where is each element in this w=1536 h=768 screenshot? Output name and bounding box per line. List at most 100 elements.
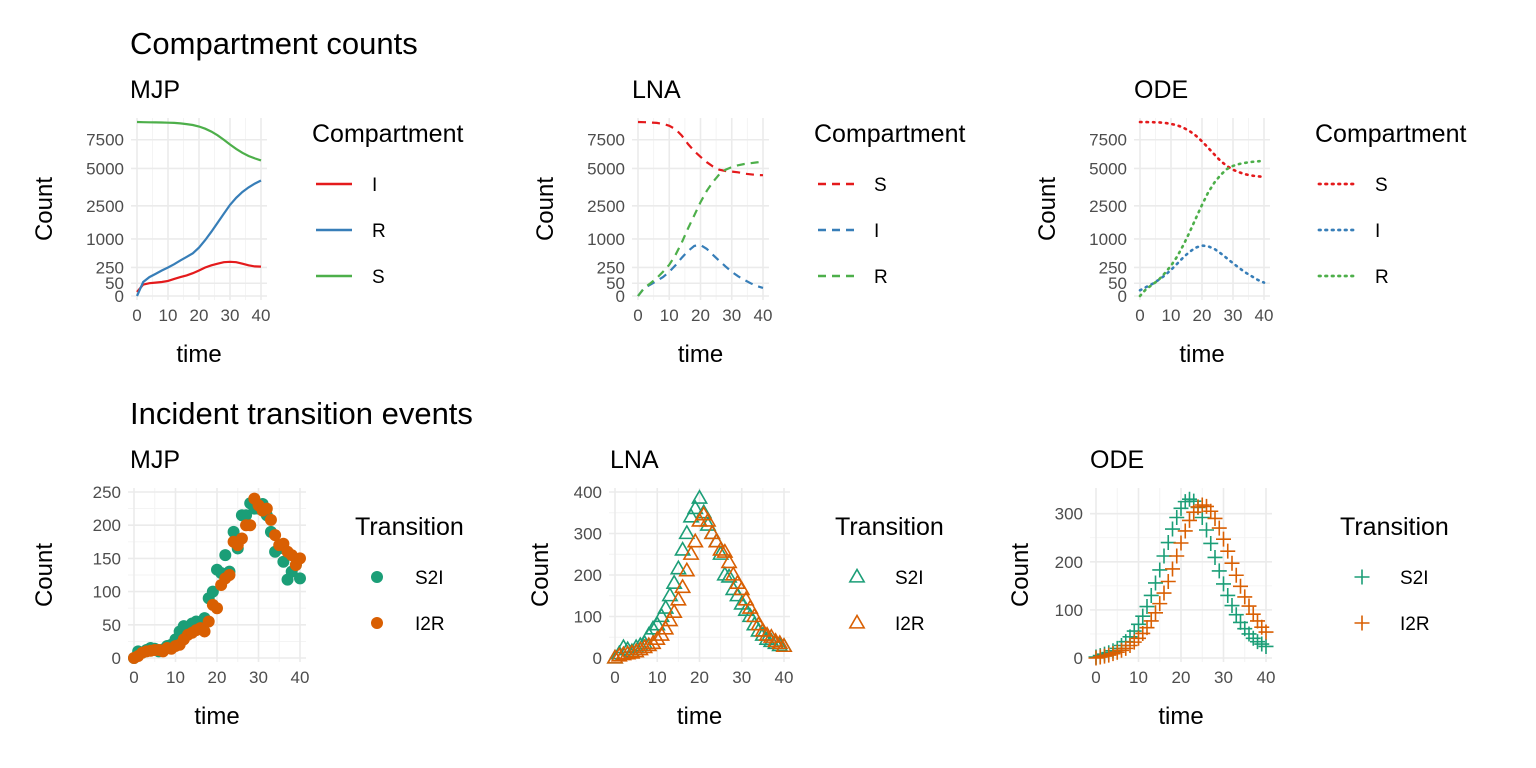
x-tick-label: 10 bbox=[166, 668, 185, 687]
point-I2R bbox=[686, 532, 704, 548]
y-tick-label: 0 bbox=[593, 649, 602, 668]
x-axis-label: time bbox=[677, 703, 722, 730]
point-S2I bbox=[1148, 575, 1163, 591]
legend-label: R bbox=[372, 221, 386, 242]
point-S2I bbox=[1165, 521, 1180, 537]
legend-key-S2I bbox=[1354, 569, 1370, 585]
point-I2R bbox=[1173, 535, 1189, 551]
point-I2R bbox=[716, 543, 734, 558]
point-I2R bbox=[627, 642, 645, 658]
point-S2I bbox=[219, 549, 232, 562]
x-tick-label: 30 bbox=[221, 306, 240, 325]
series-line-I bbox=[1138, 244, 1266, 292]
point-S2I bbox=[1194, 510, 1210, 526]
point-I2R bbox=[648, 630, 666, 646]
chart-panel-2: 0 10 20 30 400502501000250050007500LNAtimeCo… bbox=[532, 76, 965, 368]
point-I2R bbox=[1220, 543, 1236, 559]
point-S2I bbox=[686, 499, 704, 515]
point-I2R bbox=[741, 599, 759, 614]
point-I2R bbox=[1216, 531, 1231, 547]
point-S2I bbox=[1216, 576, 1231, 592]
y-tick-label: 7500 bbox=[587, 131, 625, 150]
x-tick-label: 30 bbox=[1224, 306, 1243, 325]
x-axis-label: time bbox=[1179, 341, 1224, 368]
y-tick-label: 2500 bbox=[86, 197, 124, 216]
series-line-I bbox=[136, 260, 262, 293]
x-tick-label: 40 bbox=[775, 668, 794, 687]
point-I2R bbox=[1224, 555, 1240, 571]
y-axis-label: Count bbox=[1007, 543, 1034, 607]
point-I2R bbox=[1228, 567, 1244, 583]
point-I2R bbox=[1156, 585, 1172, 601]
x-axis-label: time bbox=[678, 341, 723, 368]
point-I2R bbox=[1233, 578, 1248, 594]
point-S2I bbox=[712, 545, 730, 560]
x-tick-label: 0 bbox=[1135, 306, 1144, 325]
section-title-compartment-counts: Compartment counts bbox=[130, 26, 418, 61]
point-I2R bbox=[699, 511, 717, 527]
point-S2I bbox=[682, 507, 700, 523]
point-S2I bbox=[1203, 535, 1219, 551]
point-I2R bbox=[264, 513, 277, 526]
x-axis-label: time bbox=[194, 703, 239, 730]
point-S2I bbox=[1233, 614, 1248, 630]
point-S2I bbox=[1211, 563, 1227, 579]
legend-label: I2R bbox=[895, 614, 925, 635]
point-I2R bbox=[1160, 573, 1176, 589]
y-tick-label: 50 bbox=[102, 616, 121, 635]
point-I2R bbox=[636, 638, 654, 654]
y-tick-label: 1000 bbox=[86, 230, 124, 249]
x-tick-label: 20 bbox=[690, 668, 709, 687]
panel-title: LNA bbox=[632, 76, 681, 104]
point-S2I bbox=[1258, 638, 1274, 654]
point-S2I bbox=[1139, 599, 1155, 615]
point-S2I bbox=[720, 567, 738, 583]
point-I2R bbox=[1207, 510, 1223, 526]
point-S2I bbox=[1143, 587, 1159, 603]
x-tick-label: 10 bbox=[1162, 306, 1181, 325]
x-tick-label: 40 bbox=[1257, 668, 1276, 687]
point-I2R bbox=[657, 619, 675, 635]
point-I2R bbox=[1250, 613, 1265, 629]
point-S2I bbox=[665, 574, 683, 589]
point-I2R bbox=[737, 590, 755, 606]
point-I2R bbox=[631, 640, 649, 656]
point-S2I bbox=[771, 636, 789, 652]
point-I2R bbox=[1152, 596, 1168, 612]
point-I2R bbox=[703, 524, 721, 540]
y-tick-label: 300 bbox=[1055, 505, 1083, 524]
x-tick-label: 20 bbox=[1172, 668, 1191, 687]
legend-label: S bbox=[874, 175, 887, 196]
y-tick-label: 5000 bbox=[1089, 159, 1127, 178]
chart-panel-3: 0 10 20 30 400502501000250050007500ODEtimeCo… bbox=[1034, 76, 1466, 368]
legend-label: I bbox=[874, 221, 879, 242]
y-tick-label: 0 bbox=[1118, 287, 1127, 306]
legend-label: S2I bbox=[895, 568, 924, 589]
point-S2I bbox=[652, 607, 670, 623]
x-tick-label: 10 bbox=[648, 668, 667, 687]
point-I2R bbox=[1241, 598, 1257, 614]
legend-title: Transition bbox=[835, 513, 944, 541]
x-tick-label: 0 bbox=[1091, 668, 1100, 687]
point-I2R bbox=[1258, 624, 1274, 640]
x-axis-label: time bbox=[176, 341, 221, 368]
y-tick-label: 0 bbox=[616, 287, 625, 306]
x-tick-label: 20 bbox=[190, 306, 209, 325]
point-S2I bbox=[1152, 562, 1168, 578]
legend-key-I2R bbox=[848, 613, 866, 629]
point-I2R bbox=[733, 580, 751, 596]
point-S2I bbox=[716, 565, 734, 581]
y-tick-label: 200 bbox=[574, 566, 602, 585]
y-tick-label: 400 bbox=[574, 483, 602, 502]
panel-title: MJP bbox=[130, 76, 180, 104]
y-tick-label: 0 bbox=[115, 287, 124, 306]
point-S2I bbox=[669, 559, 687, 575]
point-I2R bbox=[211, 602, 223, 615]
point-I2R bbox=[244, 519, 257, 532]
y-tick-label: 100 bbox=[574, 608, 602, 627]
section-title-incident-transition-events: Incident transition events bbox=[130, 396, 473, 431]
panel-title: LNA bbox=[610, 446, 659, 474]
point-I2R bbox=[1169, 548, 1185, 564]
y-tick-label: 0 bbox=[112, 649, 121, 668]
x-tick-label: 0 bbox=[633, 306, 642, 325]
